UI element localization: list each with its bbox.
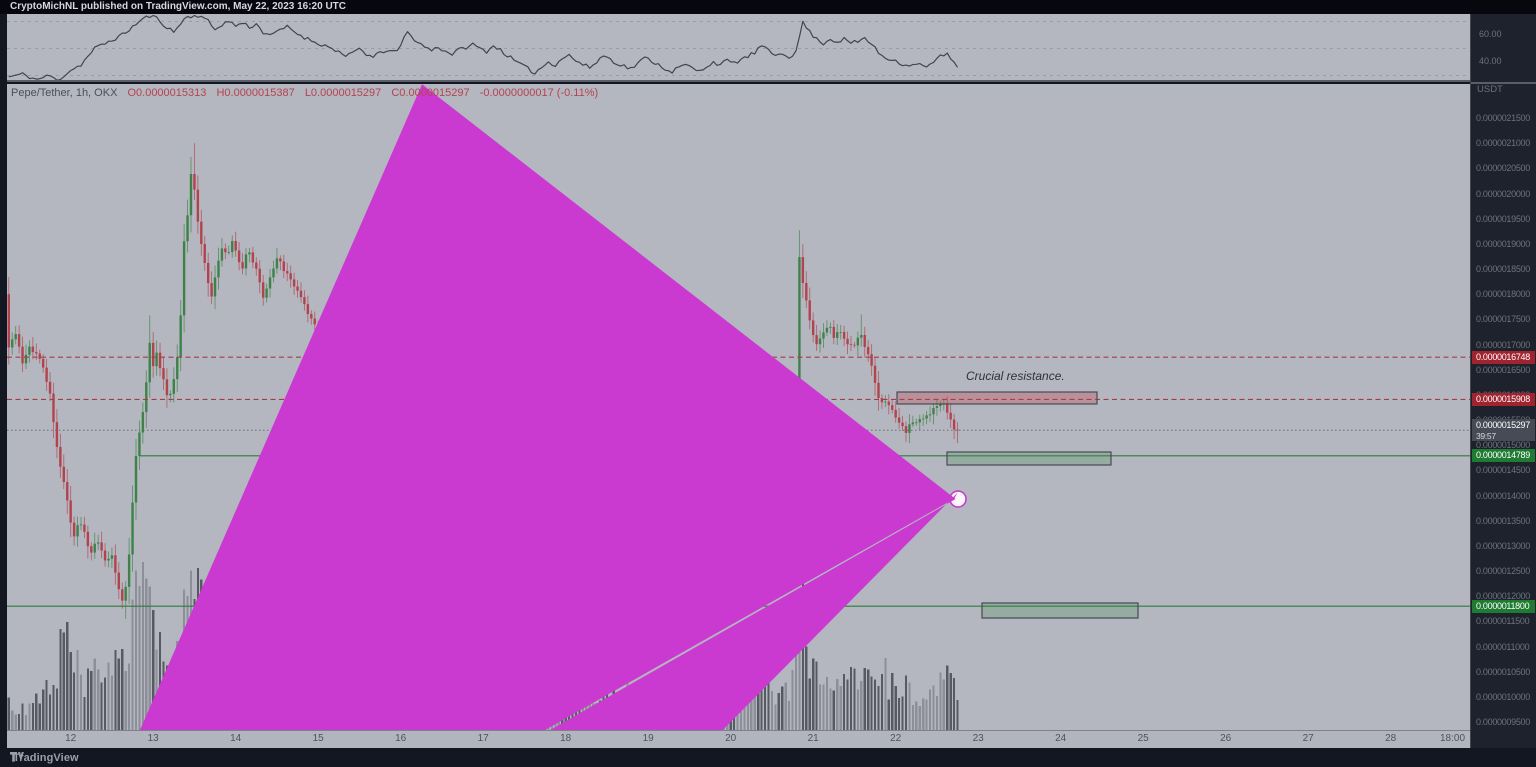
ohlc-close: C0.0000015297 bbox=[391, 87, 470, 99]
time-tick: 19 bbox=[642, 733, 654, 744]
price-tick: 0.0000014500 bbox=[1476, 465, 1530, 476]
time-axis[interactable]: 12 13 14 15 16 17 18 19 20 21 22 23 24 25 26 27 28 18:00 bbox=[7, 730, 1470, 748]
chart-legend[interactable]: Pepe/Tether, 1h, OKX O0.0000015313 H0.00… bbox=[11, 87, 598, 99]
price-tick: 0.0000018000 bbox=[1476, 289, 1530, 300]
price-chart[interactable]: Crucial resistance. bbox=[7, 84, 1470, 730]
tradingview-logo-icon bbox=[10, 752, 24, 762]
price-tick: 0.0000012500 bbox=[1476, 566, 1530, 576]
ohlc-high: H0.0000015387 bbox=[216, 87, 295, 99]
price-tick: 0.0000010000 bbox=[1476, 691, 1530, 702]
time-tick: 24 bbox=[1055, 733, 1067, 744]
current-price-label: 0.0000015297 39:57 bbox=[1472, 419, 1535, 442]
level-price-label: 0.0000011800 bbox=[1472, 599, 1535, 613]
annotation-text[interactable]: Crucial resistance. bbox=[966, 369, 1065, 383]
price-tick: 0.0000015000 bbox=[1476, 440, 1530, 451]
time-tick: 14 bbox=[230, 733, 242, 744]
time-tick: 26 bbox=[1220, 733, 1232, 744]
green-zone-box[interactable] bbox=[946, 451, 1112, 466]
time-tick: 12 bbox=[65, 733, 77, 744]
price-tick: 0.0000021000 bbox=[1476, 138, 1530, 149]
tradingview-logo-text: TradingView bbox=[13, 751, 79, 764]
bar-countdown: 39:57 bbox=[1476, 431, 1496, 442]
ohlc-low: L0.0000015297 bbox=[304, 87, 382, 99]
price-tick: 0.0000021500 bbox=[1476, 113, 1530, 123]
price-tick: 0.0000013000 bbox=[1476, 540, 1530, 551]
time-tick: 28 bbox=[1385, 733, 1397, 744]
price-tick: 0.0000013500 bbox=[1476, 515, 1530, 526]
rsi-tick: 60.00 bbox=[1479, 29, 1502, 39]
currency-label: USDT bbox=[1477, 84, 1503, 95]
zone-boxes bbox=[896, 391, 1139, 619]
red-zone-box[interactable] bbox=[896, 391, 1098, 405]
price-tick: 0.0000012000 bbox=[1476, 591, 1530, 602]
time-tick: 18:00 bbox=[1439, 733, 1466, 744]
price-tick: 0.0000017000 bbox=[1476, 339, 1530, 350]
price-axis[interactable]: USDT 0.0000021500 0.0000021000 0.000002050… bbox=[1470, 14, 1536, 748]
level-price-label: 0.0000015908 bbox=[1472, 393, 1535, 406]
lightning-badge-icon[interactable] bbox=[7, 84, 967, 730]
price-tick: 0.0000011500 bbox=[1476, 616, 1530, 627]
price-tick: 0.0000020500 bbox=[1476, 163, 1530, 174]
ohlc-change: -0.0000000017 (-0.11%) bbox=[479, 87, 599, 99]
price-tick: 0.0000010500 bbox=[1476, 666, 1530, 677]
time-tick: 22 bbox=[890, 733, 902, 744]
tradingview-logo[interactable]: TradingView bbox=[9, 751, 79, 764]
footer-bar: TradingView bbox=[0, 748, 1536, 767]
ohlc-open: O0.0000015313 bbox=[127, 87, 207, 99]
time-tick: 17 bbox=[477, 733, 489, 744]
publish-text: CryptoMichNL published on TradingView.co… bbox=[10, 1, 347, 12]
rsi-pane[interactable] bbox=[7, 14, 1470, 82]
time-tick: 25 bbox=[1137, 733, 1149, 744]
publish-bar: CryptoMichNL published on TradingView.co… bbox=[0, 0, 1536, 14]
price-tick: 0.0000019500 bbox=[1476, 213, 1530, 224]
price-tick: 0.0000016500 bbox=[1476, 364, 1530, 375]
price-tick: 0.0000019000 bbox=[1476, 238, 1530, 249]
time-tick: 18 bbox=[560, 733, 572, 744]
time-tick: 13 bbox=[147, 733, 159, 744]
price-tick: 0.0000011000 bbox=[1476, 641, 1530, 652]
price-tick: 0.0000018500 bbox=[1476, 264, 1530, 274]
price-pane[interactable]: Crucial resistance. Pepe/Tether, 1h, OKX… bbox=[7, 84, 1470, 730]
time-tick: 21 bbox=[807, 733, 819, 744]
rsi-chart[interactable] bbox=[7, 14, 1470, 80]
price-tick: 0.0000014000 bbox=[1476, 490, 1530, 501]
green-zone-box[interactable] bbox=[981, 602, 1139, 619]
axis-pane-separator bbox=[1471, 82, 1536, 84]
level-price-label: 0.0000016748 bbox=[1472, 350, 1535, 364]
time-tick: 16 bbox=[395, 733, 407, 744]
price-tick: 0.0000017500 bbox=[1476, 314, 1530, 325]
level-price-label: 0.0000014789 bbox=[1472, 449, 1535, 463]
price-tick: 0.0000020000 bbox=[1476, 188, 1530, 199]
rsi-line bbox=[8, 14, 959, 80]
price-tick: 0.0000009500 bbox=[1476, 717, 1530, 727]
rsi-gridlines bbox=[7, 21, 1470, 76]
time-tick: 23 bbox=[972, 733, 984, 744]
time-tick: 15 bbox=[312, 733, 324, 744]
time-tick: 20 bbox=[725, 733, 737, 744]
symbol-title[interactable]: Pepe/Tether, 1h, OKX bbox=[11, 87, 118, 99]
rsi-tick: 40.00 bbox=[1479, 56, 1502, 66]
time-tick: 27 bbox=[1302, 733, 1314, 744]
